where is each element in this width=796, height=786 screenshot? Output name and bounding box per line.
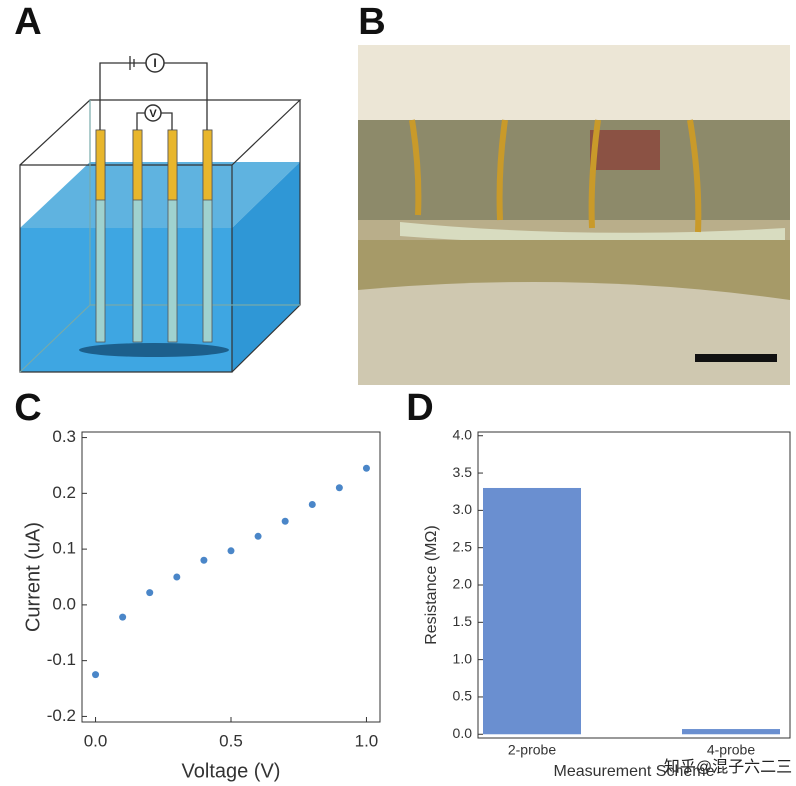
x-tick-label: 1.0	[355, 731, 379, 750]
y-tick-label: 1.0	[453, 650, 473, 666]
point	[335, 484, 343, 492]
panel-label: A	[14, 1, 41, 43]
point	[92, 671, 100, 679]
y-axis-label: Resistance (MΩ)	[423, 525, 440, 645]
point	[146, 589, 154, 597]
scale-bar	[695, 354, 777, 362]
bar	[682, 729, 780, 735]
panel-label: D	[406, 387, 433, 429]
panel-label: C	[14, 387, 41, 429]
plot-frame	[81, 431, 381, 723]
point	[308, 501, 316, 508]
sample	[79, 343, 229, 357]
voltmeter-symbol: V	[149, 108, 157, 120]
photo	[358, 45, 790, 385]
water-side	[232, 162, 300, 372]
y-tick-label: 4.0	[453, 426, 473, 442]
x-axis-label: Voltage (V)	[182, 760, 281, 782]
x-tick-label: 4-probe	[707, 742, 755, 758]
watermark: 知乎@混子六二三	[664, 758, 792, 776]
y-tick-label: 2.5	[453, 538, 473, 554]
x-tick-label: 0.0	[84, 731, 108, 750]
x-tick-label: 2-probe	[508, 742, 556, 758]
point	[173, 573, 181, 581]
y-tick-label: 3.5	[453, 464, 473, 480]
ammeter-symbol: I	[153, 56, 156, 70]
bar	[483, 487, 581, 735]
y-tick-label: 2.0	[453, 576, 473, 592]
y-tick-label: 1.5	[453, 613, 473, 629]
x-tick-label: 0.5	[219, 731, 243, 750]
wires	[99, 56, 208, 130]
y-tick-label: 0.0	[52, 594, 76, 613]
point	[227, 547, 235, 555]
point	[119, 613, 127, 621]
point	[362, 464, 370, 472]
y-tick-label: 0.5	[453, 688, 473, 704]
panel-label: B	[358, 1, 385, 43]
y-tick-label: 0.1	[52, 539, 76, 558]
y-tick-label: 0.3	[52, 427, 76, 446]
y-tick-label: 0.2	[52, 483, 76, 502]
y-tick-label: 3.0	[453, 501, 473, 517]
y-tick-label: 0.0	[453, 725, 473, 741]
point	[200, 556, 208, 564]
y-tick-label: -0.1	[47, 650, 76, 669]
voltmeter	[144, 104, 162, 122]
y-tick-label: -0.2	[47, 706, 76, 725]
point	[254, 532, 262, 540]
tank-diagram: I V	[19, 53, 302, 373]
x-axis-label: Measurement Scheme	[554, 763, 715, 780]
point	[281, 517, 289, 525]
y-axis-label: Current (uA)	[22, 522, 44, 632]
ammeter	[145, 53, 165, 73]
tank-edges	[19, 99, 302, 373]
